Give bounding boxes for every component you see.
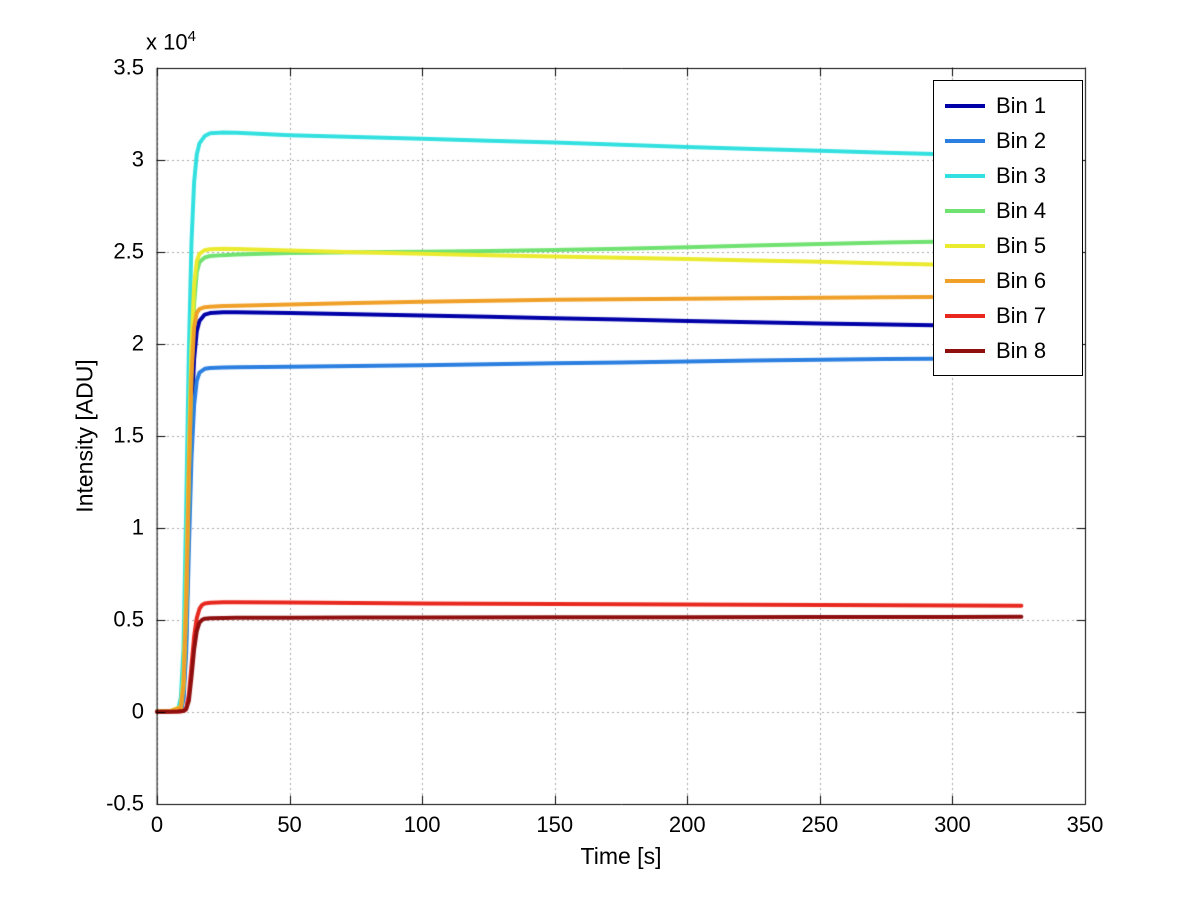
legend-label: Bin 7: [996, 302, 1047, 328]
legend-entry: Bin 3: [934, 158, 1082, 193]
x-axis-label: Time [s]: [580, 843, 662, 869]
y-axis-exponent-label: x 104: [146, 28, 196, 55]
legend-entry: Bin 8: [934, 333, 1082, 368]
legend-label: Bin 4: [996, 197, 1047, 223]
legend-entry: Bin 1: [934, 88, 1082, 123]
legend-entry: Bin 6: [934, 263, 1082, 298]
y-tick-label: -0.5: [106, 790, 144, 816]
legend-line-sample: [945, 208, 985, 213]
x-tick-label: 0: [150, 812, 164, 837]
legend-label: Bin 1: [996, 92, 1047, 118]
y-tick-label: 2.5: [113, 238, 144, 264]
y-tick-label: 1.5: [113, 422, 144, 448]
legend-line-sample: [945, 103, 985, 108]
y-axis-label: Intensity [ADU]: [71, 359, 98, 513]
y-tick-label: 3.5: [113, 54, 144, 80]
y-tick-label: 0.5: [113, 606, 144, 632]
legend-entry: Bin 2: [934, 123, 1082, 158]
legend-entry: Bin 7: [934, 298, 1082, 333]
legend-line-sample: [945, 313, 985, 318]
legend-line-sample: [945, 243, 985, 248]
legend-line-sample: [945, 173, 985, 178]
legend-entry: Bin 4: [934, 193, 1082, 228]
x-tick-label: 250: [801, 812, 839, 837]
x-tick-label: 100: [403, 812, 441, 837]
y-tick-label: 2: [131, 330, 144, 356]
legend-line-sample: [945, 348, 985, 353]
x-tick-label: 350: [1066, 812, 1104, 837]
exponent-value: 4: [187, 28, 196, 45]
y-tick-label: 3: [131, 146, 144, 172]
legend-line-sample: [945, 138, 985, 143]
legend: Bin 1 Bin 2 Bin 3 Bin 4 Bin 5 Bin 6 Bin …: [933, 80, 1083, 376]
x-tick-label: 150: [536, 812, 574, 837]
exponent-prefix: x 10: [146, 29, 188, 55]
x-tick-label: 50: [277, 812, 302, 837]
legend-label: Bin 5: [996, 232, 1047, 258]
x-tick-label: 200: [668, 812, 706, 837]
legend-line-sample: [945, 278, 985, 283]
legend-label: Bin 2: [996, 127, 1047, 153]
y-tick-label: 1: [131, 514, 144, 540]
legend-entry: Bin 5: [934, 228, 1082, 263]
legend-label: Bin 8: [996, 337, 1047, 363]
legend-label: Bin 3: [996, 162, 1047, 188]
x-tick-label: 300: [934, 812, 971, 837]
legend-label: Bin 6: [996, 267, 1047, 293]
y-tick-label: 0: [131, 698, 144, 724]
